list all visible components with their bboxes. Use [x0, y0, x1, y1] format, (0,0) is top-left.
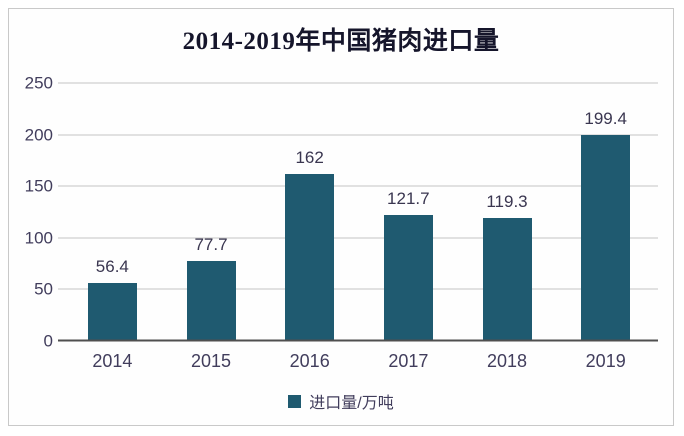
bar [482, 217, 532, 341]
x-tick-label: 2019 [585, 351, 626, 371]
x-tick-label: 2017 [388, 351, 429, 371]
y-tick-label: 200 [24, 125, 53, 145]
x-tick-label: 2015 [190, 351, 232, 371]
x-tick-label: 2018 [487, 351, 528, 371]
bar-value-label: 77.7 [194, 234, 228, 254]
legend-label: 进口量/万吨 [309, 395, 394, 412]
gridline [58, 185, 658, 187]
bar-value-label: 121.7 [387, 189, 430, 209]
x-tick-label: 2016 [289, 351, 330, 371]
y-tick-label: 50 [34, 279, 53, 299]
bar-value-label: 162 [295, 147, 324, 167]
y-axis: 0 50 100 150 200 250 [9, 75, 53, 350]
gridline [58, 82, 658, 84]
y-tick-label: 250 [24, 73, 53, 93]
plot-area: 56.4 77.7 162 121.7 119.3 199.4 [58, 82, 658, 342]
x-axis-line [58, 339, 658, 342]
y-tick-label: 100 [24, 228, 53, 248]
x-tick-label: 2014 [92, 351, 133, 371]
gridline [58, 237, 658, 239]
bar [581, 135, 631, 341]
chart-title: 2014-2019年中国猪肉进口量 [182, 28, 500, 55]
legend-swatch-icon [288, 394, 302, 408]
legend: 进口量/万吨 [9, 389, 673, 413]
y-tick-label: 0 [43, 331, 53, 351]
gridline [58, 134, 658, 136]
bar [285, 173, 335, 341]
bars-container: 56.4 77.7 162 121.7 119.3 199.4 [63, 83, 655, 341]
gridline [58, 288, 658, 290]
bar [186, 260, 236, 341]
x-axis: 2014 2015 2016 2017 2018 2019 [63, 351, 655, 375]
bar [383, 215, 433, 341]
y-tick-label: 150 [24, 176, 53, 196]
bar [87, 282, 137, 341]
bar-value-label: 56.4 [95, 256, 129, 276]
bar-value-label: 119.3 [486, 191, 528, 211]
chart-frame: 2014-2019年中国猪肉进口量 0 50 100 150 200 250 56.4 77… [8, 8, 674, 426]
bar-value-label: 199.4 [584, 109, 627, 129]
